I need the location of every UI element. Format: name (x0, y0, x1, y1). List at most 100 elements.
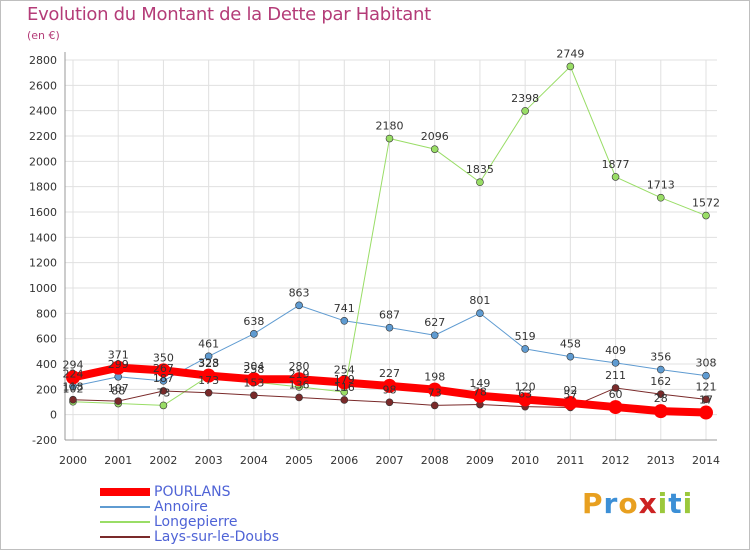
x-tick-label: 2008 (421, 454, 449, 467)
data-point-lays-sur-le-doubs (702, 395, 710, 404)
x-tick-label: 2003 (195, 454, 223, 467)
legend-swatch (100, 505, 150, 508)
y-tick-label: 2600 (29, 79, 57, 92)
y-tick-label: 2400 (29, 105, 57, 118)
data-label-annoire: 308 (696, 357, 717, 370)
legend-item-annoire: Annoire (100, 499, 279, 515)
data-label-longepierre: 219 (289, 368, 310, 381)
data-point-pourlans (201, 368, 216, 383)
legend-item-longepierre: Longepierre (100, 513, 279, 530)
data-point-lays-sur-le-doubs (204, 388, 213, 397)
y-tick-label: 2800 (29, 54, 57, 67)
data-label-pourlans: 350 (153, 351, 174, 364)
data-label-lays-sur-le-doubs: 107 (108, 382, 129, 395)
data-label-longepierre: 1877 (602, 158, 630, 171)
data-label-pourlans: 149 (469, 377, 490, 390)
data-label-pourlans: 28 (654, 392, 668, 405)
y-tick-label: 2000 (29, 155, 57, 168)
data-point-annoire (340, 317, 349, 325)
data-point-lays-sur-le-doubs (69, 395, 77, 404)
data-label-lays-sur-le-doubs: 121 (696, 380, 717, 393)
data-point-annoire (611, 359, 620, 367)
data-point-pourlans (246, 372, 261, 387)
y-tick-label: 1800 (29, 181, 57, 194)
x-tick-label: 2013 (647, 454, 675, 467)
data-label-annoire: 741 (334, 302, 355, 315)
data-point-lays-sur-le-doubs (114, 397, 123, 405)
data-point-lays-sur-le-doubs (656, 390, 665, 398)
data-label-pourlans: 92 (563, 384, 577, 397)
x-tick-label: 2001 (104, 454, 132, 467)
data-label-longepierre: 73 (156, 386, 170, 399)
line-chart: -200 0 200 400 600 800 1000 1200 1400 1600 1800 200… (29, 47, 720, 467)
x-tick-label: 2014 (692, 454, 720, 467)
y-tick-label: 400 (36, 358, 57, 371)
legend-label: Longepierre (154, 513, 238, 530)
data-label-lays-sur-le-doubs: 211 (605, 369, 626, 382)
data-point-lays-sur-le-doubs (385, 398, 394, 407)
y-tick-label: 1600 (29, 206, 57, 219)
data-label-longepierre: 2180 (376, 120, 404, 133)
legend-swatch (100, 487, 150, 496)
data-point-lays-sur-le-doubs (340, 396, 349, 404)
data-label-longepierre: 1713 (647, 179, 675, 192)
x-tick-label: 2005 (285, 454, 313, 467)
data-point-annoire (656, 365, 665, 374)
data-point-longepierre (476, 178, 484, 187)
data-label-longepierre: 2398 (511, 92, 539, 105)
data-label-longepierre: 88 (111, 385, 125, 398)
data-point-annoire (250, 330, 258, 338)
legend-swatch (100, 520, 150, 523)
data-label-lays-sur-le-doubs: 98 (383, 383, 397, 396)
data-label-pourlans: 371 (108, 349, 129, 362)
data-point-annoire (566, 352, 575, 361)
data-point-pourlans (66, 370, 80, 385)
data-point-longepierre (656, 193, 665, 202)
data-label-pourlans: 120 (515, 380, 536, 393)
legend-item-pourlans: POURLANS (100, 484, 279, 500)
data-label-longepierre: 258 (243, 363, 264, 376)
data-label-annoire: 458 (560, 338, 581, 351)
y-tick-label: 2200 (29, 130, 57, 143)
x-tick-label: 2010 (511, 454, 539, 467)
chart-legend: POURLANS Annoire Longepierre Lays-sur-le-Do… (100, 484, 280, 545)
legend-swatch (100, 535, 150, 538)
data-point-longepierre (385, 134, 394, 143)
data-label-annoire: 224 (63, 367, 84, 380)
data-label-lays-sur-le-doubs: 162 (650, 375, 671, 388)
data-label-annoire: 461 (198, 337, 219, 350)
data-label-annoire: 627 (424, 316, 445, 329)
data-point-pourlans (427, 382, 442, 397)
data-label-annoire: 863 (289, 286, 310, 299)
data-point-pourlans (699, 405, 713, 420)
y-tick-label: 0 (50, 409, 57, 422)
data-label-lays-sur-le-doubs: 153 (243, 376, 264, 389)
data-label-pourlans: 304 (243, 360, 264, 373)
data-label-pourlans: 294 (63, 358, 84, 371)
data-label-lays-sur-le-doubs: 136 (289, 378, 310, 391)
data-point-annoire (476, 309, 484, 318)
legend-item-lays-sur-le-doubs: Lays-sur-le-Doubs (100, 528, 280, 545)
data-point-longepierre (430, 145, 439, 153)
x-tick-label: 2011 (556, 454, 584, 467)
data-point-annoire (702, 371, 710, 380)
chart-title: Evolution du Montant de la Dette par Hab… (27, 4, 431, 25)
data-point-longepierre (159, 401, 168, 410)
y-tick-label: 1400 (29, 231, 57, 244)
legend-label: Lays-sur-le-Doubs (154, 528, 280, 545)
data-point-longepierre (521, 107, 529, 115)
data-point-pourlans (563, 396, 578, 411)
data-point-pourlans (111, 360, 126, 375)
data-label-lays-sur-le-doubs: 187 (153, 372, 174, 385)
data-label-pourlans: 227 (379, 367, 400, 380)
data-point-annoire (295, 301, 303, 310)
data-label-lays-sur-le-doubs: 73 (428, 386, 442, 399)
data-point-pourlans (608, 400, 623, 415)
data-label-annoire: 687 (379, 309, 400, 322)
data-point-lays-sur-le-doubs (250, 391, 258, 400)
y-tick-label: 600 (36, 333, 57, 346)
x-tick-label: 2009 (466, 454, 494, 467)
data-point-annoire (159, 377, 168, 385)
data-label-pourlans: 198 (424, 371, 445, 384)
y-tick-label: 800 (36, 307, 57, 320)
